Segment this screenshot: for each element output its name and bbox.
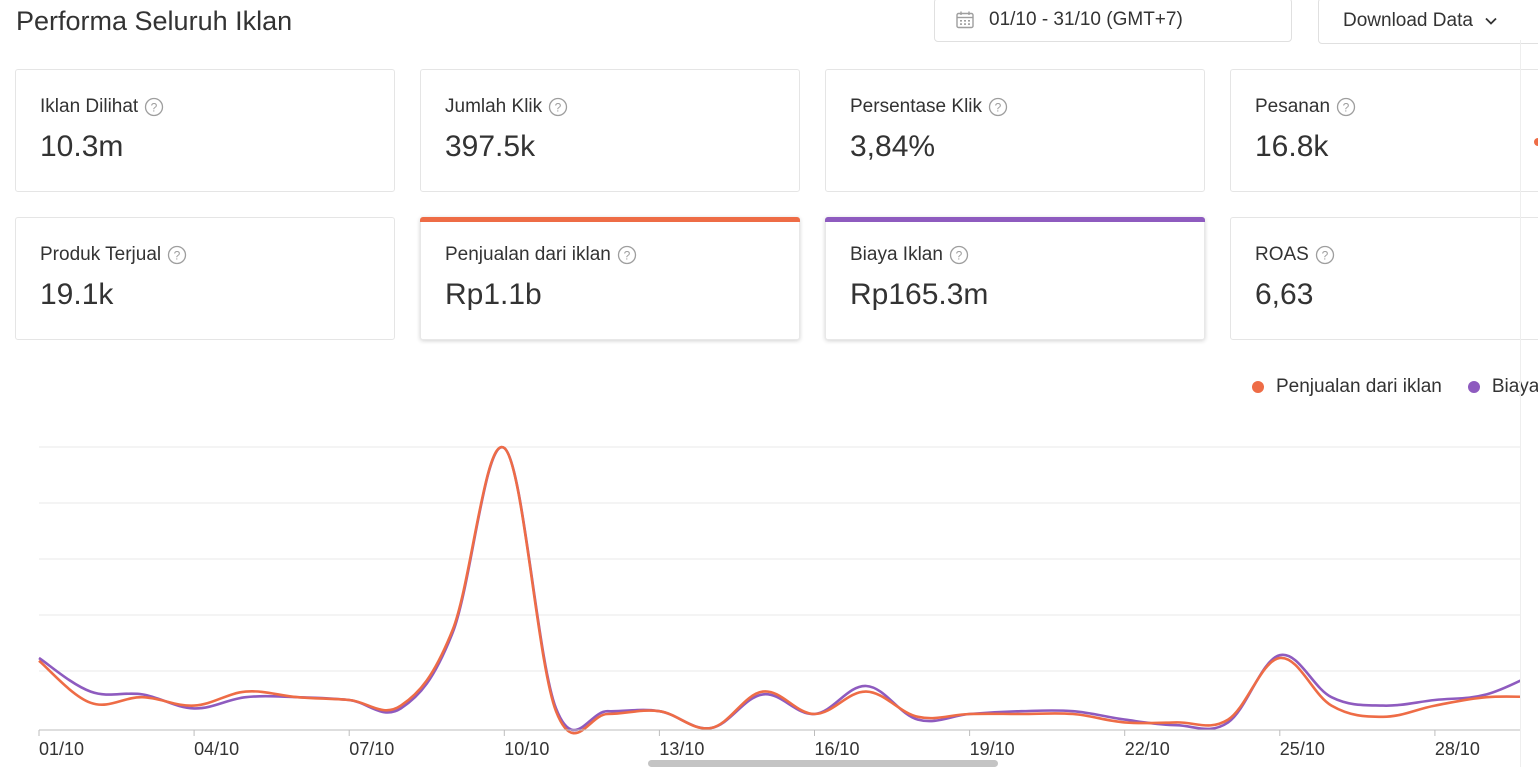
date-range-text: 01/10 - 31/10 (GMT+7) (989, 9, 1183, 30)
x-tick-label: 19/10 (970, 739, 1015, 759)
download-data-label: Download Data (1343, 10, 1473, 31)
svg-text:?: ? (995, 100, 1002, 114)
calendar-icon (956, 11, 974, 29)
panel-edge-divider (1520, 40, 1521, 767)
help-icon[interactable]: ? (988, 97, 1008, 117)
help-icon[interactable]: ? (1315, 245, 1335, 265)
metric-value: 6,63 (1255, 278, 1314, 311)
metric-value: Rp165.3m (850, 278, 989, 311)
x-tick-label: 25/10 (1280, 739, 1325, 759)
help-icon[interactable]: ? (1336, 97, 1356, 117)
metric-value: 397.5k (445, 130, 536, 163)
help-icon[interactable]: ? (617, 245, 637, 265)
svg-text:?: ? (1343, 100, 1350, 114)
legend-label: Biaya Iklan (1491, 376, 1538, 397)
metric-label: Produk Terjual (40, 244, 162, 265)
metric-card-ctr[interactable]: Persentase Klik ? 3,84% (825, 69, 1205, 192)
legend-item-sales[interactable]: Penjualan dari iklan (1252, 376, 1442, 398)
carousel-edge-dot (1534, 138, 1538, 146)
horizontal-scrollbar[interactable] (648, 760, 998, 767)
chart-x-axis: 01/10 04/10 07/10 10/10 13/10 16/10 19/10 22/10… (38, 729, 1520, 759)
metric-card-clicks[interactable]: Jumlah Klik ? 397.5k (420, 69, 800, 192)
metric-value: 3,84% (850, 130, 936, 163)
x-tick-label: 22/10 (1125, 739, 1170, 759)
metric-card-ad-sales[interactable]: Penjualan dari iklan ? Rp1.1b (420, 217, 800, 340)
help-icon[interactable]: ? (144, 97, 164, 117)
metric-label: Penjualan dari iklan (445, 244, 611, 265)
metric-value: 16.8k (1255, 130, 1329, 163)
x-tick-label: 16/10 (815, 739, 860, 759)
metric-value: 10.3m (40, 130, 124, 163)
svg-text:?: ? (555, 100, 562, 114)
metric-label: ROAS (1255, 244, 1309, 265)
performance-line-chart: 01/10 04/10 07/10 10/10 13/10 16/10 19/10 22/10… (38, 445, 1520, 759)
metric-label: Pesanan (1255, 96, 1331, 117)
metric-card-roas[interactable]: ROAS ? 6,63 (1230, 217, 1538, 340)
metric-label: Iklan Dilihat (40, 96, 139, 117)
x-tick-label: 01/10 (39, 739, 84, 759)
svg-text:?: ? (1322, 248, 1329, 262)
legend-item-cost[interactable]: Biaya Iklan (1467, 376, 1538, 398)
svg-text:?: ? (956, 248, 963, 262)
chevron-down-icon (1485, 17, 1497, 25)
metric-label: Persentase Klik (850, 96, 983, 117)
help-icon[interactable]: ? (548, 97, 568, 117)
selected-indicator-bar (420, 217, 800, 222)
svg-text:?: ? (151, 100, 158, 114)
svg-text:?: ? (174, 248, 181, 262)
metric-value: 19.1k (40, 278, 114, 311)
metric-value: Rp1.1b (445, 278, 542, 311)
metric-card-products-sold[interactable]: Produk Terjual ? 19.1k (15, 217, 395, 340)
x-tick-label: 28/10 (1435, 739, 1480, 759)
x-tick-label: 13/10 (659, 739, 704, 759)
series-line-sales (38, 445, 1520, 735)
metric-card-impressions[interactable]: Iklan Dilihat ? 10.3m (15, 69, 395, 192)
metric-label: Jumlah Klik (445, 96, 543, 117)
metric-card-ad-cost[interactable]: Biaya Iklan ? Rp165.3m (825, 217, 1205, 340)
metric-label: Biaya Iklan (850, 244, 943, 265)
date-range-picker[interactable]: 01/10 - 31/10 (GMT+7) (934, 0, 1292, 42)
metric-card-orders[interactable]: Pesanan ? 16.8k (1230, 69, 1538, 192)
selected-indicator-bar (825, 217, 1205, 222)
chart-legend: Penjualan dari iklan Biaya Iklan (1252, 376, 1538, 398)
legend-label: Penjualan dari iklan (1276, 376, 1442, 397)
x-tick-label: 10/10 (504, 739, 549, 759)
svg-text:?: ? (624, 248, 631, 262)
help-icon[interactable]: ? (167, 245, 187, 265)
legend-dot (1252, 381, 1264, 393)
x-tick-label: 04/10 (194, 739, 239, 759)
series-line-cost (38, 446, 1520, 732)
page-title: Performa Seluruh Iklan (16, 6, 293, 36)
help-icon[interactable]: ? (949, 245, 969, 265)
x-tick-label: 07/10 (349, 739, 394, 759)
download-data-button[interactable]: Download Data (1318, 0, 1538, 44)
chart-grid (39, 446, 1520, 672)
legend-dot (1467, 381, 1480, 393)
chart-series (38, 445, 1520, 735)
